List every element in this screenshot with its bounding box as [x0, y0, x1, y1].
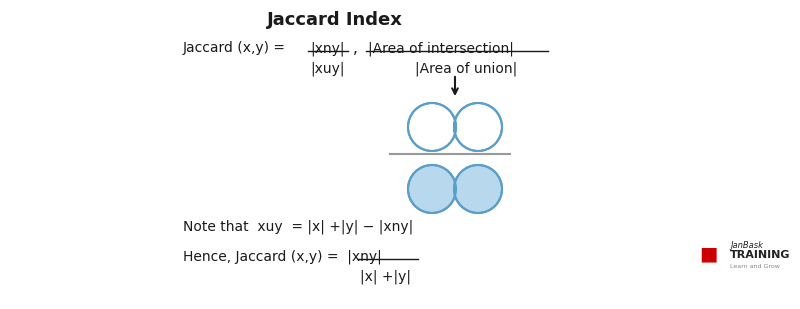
Text: Hence, Jaccard (x,y) =  |xny|: Hence, Jaccard (x,y) = |xny| — [183, 249, 382, 264]
Circle shape — [454, 165, 502, 213]
Text: |Area of intersection|: |Area of intersection| — [368, 41, 514, 56]
Text: Jaccard (x,y) =: Jaccard (x,y) = — [183, 41, 290, 55]
Text: Jaccard Index: Jaccard Index — [267, 11, 403, 29]
Text: Note that  xuy  = |x| +|y| − |xny|: Note that xuy = |x| +|y| − |xny| — [183, 219, 414, 234]
Text: |Area of union|: |Area of union| — [415, 61, 518, 75]
Text: TRAINING: TRAINING — [730, 250, 790, 260]
Circle shape — [408, 165, 456, 213]
Text: ,: , — [353, 41, 358, 56]
Text: |xuy|: |xuy| — [310, 61, 345, 75]
Polygon shape — [454, 182, 456, 196]
Text: JanBask: JanBask — [730, 240, 763, 249]
Text: ■: ■ — [699, 244, 717, 264]
Text: Learn and Grow: Learn and Grow — [730, 264, 780, 269]
Text: |x| +|y|: |x| +|y| — [360, 269, 411, 283]
Polygon shape — [454, 120, 456, 134]
Text: |xny|: |xny| — [310, 41, 345, 56]
